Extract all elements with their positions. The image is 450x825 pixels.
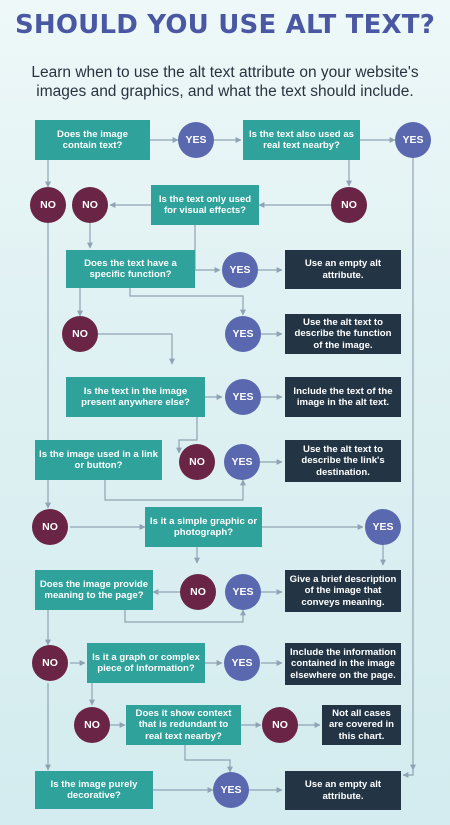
no-node: NO <box>62 316 98 352</box>
question-link-or-button: Is the image used in a link or button? <box>35 440 162 480</box>
yes-node: YES <box>222 252 258 288</box>
outcome-include-information: Include the information contained in the… <box>285 643 401 685</box>
question-purely-decorative: Is the image purely decorative? <box>35 771 153 809</box>
yes-node: YES <box>365 509 401 545</box>
question-specific-function: Does the text have a specific function? <box>66 250 195 288</box>
yes-node: YES <box>225 316 261 352</box>
yes-node: YES <box>224 645 260 681</box>
question-text-nearby: Is the text also used as real text nearb… <box>243 120 360 160</box>
outcome-include-text: Include the text of the image in the alt… <box>285 377 401 417</box>
no-node: NO <box>32 645 68 681</box>
no-node: NO <box>179 444 215 480</box>
question-contains-text: Does the image contain text? <box>35 120 150 160</box>
outcome-empty-alt-final: Use an empty alt attribute. <box>285 771 401 810</box>
no-node: NO <box>180 574 216 610</box>
yes-node: YES <box>213 772 249 808</box>
outcome-not-covered: Not all cases are covered in this chart. <box>322 705 401 745</box>
yes-node: YES <box>395 122 431 158</box>
yes-node: YES <box>225 379 261 415</box>
no-node: NO <box>262 707 298 743</box>
no-node: NO <box>72 187 108 223</box>
yes-node: YES <box>224 444 260 480</box>
question-simple-graphic: Is it a simple graphic or photograph? <box>145 507 262 547</box>
question-visual-effects: Is the text only used for visual effects… <box>151 185 259 225</box>
outcome-describe-function: Use the alt text to describe the functio… <box>285 314 401 354</box>
page-subtitle: Learn when to use the alt text attribute… <box>31 64 419 100</box>
question-provide-meaning: Does the image provide meaning to the pa… <box>35 570 153 610</box>
yes-node: YES <box>225 574 261 610</box>
page-title: SHOULD YOU USE ALT TEXT? <box>14 10 436 40</box>
question-show-context: Does it show context that is redundant t… <box>126 705 241 745</box>
no-node: NO <box>30 187 66 223</box>
yes-node: YES <box>178 122 214 158</box>
outcome-describe-destination: Use the alt text to describe the link's … <box>285 440 401 482</box>
outcome-brief-description: Give a brief description of the image th… <box>285 570 401 612</box>
no-node: NO <box>32 509 68 545</box>
no-node: NO <box>331 187 367 223</box>
question-graph-complex: Is it a graph or complex piece of inform… <box>87 643 205 683</box>
outcome-empty-alt: Use an empty alt attribute. <box>285 250 401 289</box>
question-present-elsewhere: Is the text in the image present anywher… <box>66 377 205 417</box>
no-node: NO <box>74 707 110 743</box>
